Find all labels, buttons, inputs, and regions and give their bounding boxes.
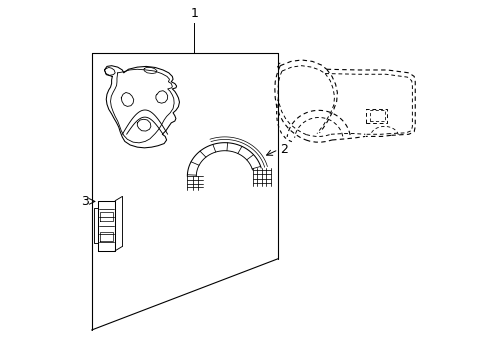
Text: 1: 1 bbox=[190, 8, 198, 21]
Text: 2: 2 bbox=[280, 143, 287, 156]
Text: 3: 3 bbox=[81, 195, 89, 208]
